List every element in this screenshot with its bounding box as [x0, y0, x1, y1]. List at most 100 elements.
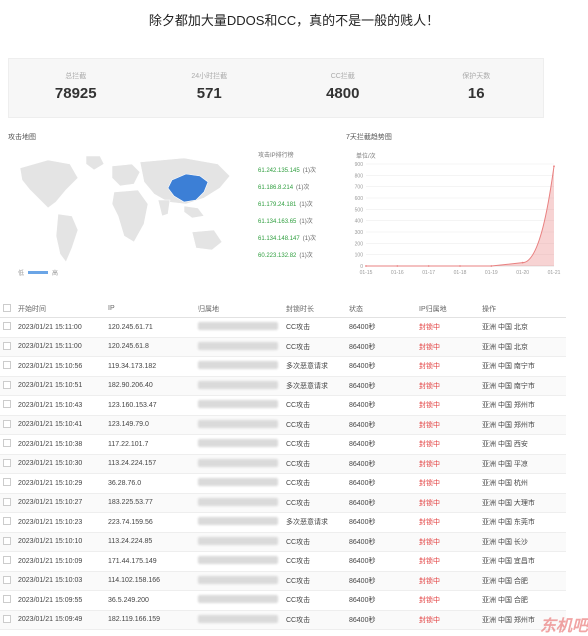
col-header-ip[interactable]: IP [108, 305, 115, 312]
row-redacted-area [198, 361, 286, 371]
row-time: 2023/01/21 15:10:09 [18, 557, 83, 565]
stat-value: 4800 [326, 85, 360, 102]
row-time: 2023/01/21 15:09:49 [18, 616, 83, 624]
data-point [490, 265, 493, 267]
y-tick-label: 500 [355, 207, 364, 213]
row-duration: 86400秒 [349, 538, 376, 546]
row-checkbox[interactable] [3, 478, 11, 487]
row-checkbox[interactable] [3, 575, 11, 584]
row-time: 2023/01/21 15:10:27 [18, 499, 83, 507]
row-status: 封锁中 [419, 519, 440, 527]
row-checkbox[interactable] [3, 419, 11, 428]
row-duration: 86400秒 [349, 402, 376, 410]
row-checkbox[interactable] [3, 439, 11, 448]
stat-value: 16 [467, 85, 485, 102]
block-log-table: 开始时间 IP 归属地 封锁时长 状态 IP归属地 操作 2023/01/21 … [0, 300, 566, 630]
table-row[interactable]: 2023/01/21 15:10:27 183.225.53.77 CC攻击 8640… [0, 493, 566, 513]
table-row[interactable]: 2023/01/21 15:10:09 171.44.175.149 CC攻击 864… [0, 552, 566, 572]
row-checkbox[interactable] [3, 322, 11, 331]
redacted-blur [198, 575, 278, 584]
table-row[interactable]: 2023/01/21 15:11:00 120.245.61.71 CC攻击 8640… [0, 318, 566, 338]
series-line [366, 166, 555, 267]
row-checkbox[interactable] [3, 341, 11, 350]
ip-list-item: 61.186.8.214 (1)次 [258, 182, 338, 199]
table-row[interactable]: 2023/01/21 15:09:49 182.119.166.159 CC攻击 86… [0, 610, 566, 630]
row-duration: 86400秒 [349, 363, 376, 371]
row-redacted-area [198, 556, 286, 566]
row-duration: 86400秒 [349, 577, 376, 585]
row-time: 2023/01/21 15:11:00 [18, 343, 82, 351]
row-checkbox[interactable] [3, 458, 11, 467]
select-all-checkbox[interactable] [3, 303, 11, 312]
row-select-cell [0, 380, 18, 391]
row-checkbox[interactable] [3, 380, 11, 389]
table-row[interactable]: 2023/01/21 15:10:29 36.28.76.0 CC攻击 86400秒 封… [0, 474, 566, 494]
data-point [459, 265, 461, 267]
map-greenland [85, 155, 105, 171]
redacted-blur [198, 341, 278, 350]
row-select-cell [0, 400, 18, 410]
row-select-cell [0, 497, 18, 508]
table-row[interactable]: 2023/01/21 15:11:00 120.245.61.8 CC攻击 86400… [0, 337, 566, 357]
row-checkbox[interactable] [3, 400, 11, 409]
row-redacted-area [198, 595, 286, 605]
row-time: 2023/01/21 15:10:38 [18, 440, 83, 448]
table-row[interactable]: 2023/01/21 15:10:30 113.24.224.157 CC攻击 864… [0, 454, 566, 474]
row-duration: 86400秒 [349, 597, 376, 605]
row-location: 亚洲 中国 南宁市 [482, 363, 535, 371]
ip-list-item: 61.134.163.65 (1)次 [258, 216, 338, 233]
row-location: 亚洲 中国 南宁市 [482, 382, 535, 390]
row-checkbox[interactable] [3, 614, 11, 623]
map-title: 攻击地图 [8, 134, 36, 141]
ip-list-title: 攻击IP排行榜 [258, 153, 294, 159]
table-row[interactable]: 2023/01/21 15:10:56 119.34.173.182 多次恶意请求 8… [0, 357, 566, 377]
row-select-cell [0, 439, 18, 449]
col-header-location[interactable]: 归属地 [198, 305, 219, 313]
row-select-cell [0, 322, 18, 332]
table-row[interactable]: 2023/01/21 15:10:38 117.22.101.7 CC攻击 86400… [0, 435, 566, 455]
row-redacted-area [198, 439, 286, 449]
stat-value: 78925 [54, 85, 97, 102]
row-checkbox[interactable] [3, 517, 11, 526]
data-point [396, 265, 399, 267]
row-ip: 36.5.249.200 [108, 596, 149, 604]
y-tick-label: 200 [355, 241, 364, 247]
stat-24h-blocked: 24小时拦截 571 [143, 59, 277, 117]
row-location: 亚洲 中国 西安 [482, 441, 528, 449]
row-location: 亚洲 中国 长沙 [482, 538, 528, 546]
col-header-action[interactable]: 操作 [482, 305, 496, 313]
row-time: 2023/01/21 15:10:03 [18, 577, 83, 585]
table-row[interactable]: 2023/01/21 15:10:03 114.102.158.166 CC攻击 86… [0, 571, 566, 591]
table-row[interactable]: 2023/01/21 15:09:55 36.5.249.200 CC攻击 86400… [0, 591, 566, 611]
x-tick-label: 01-20 [516, 270, 529, 276]
row-checkbox[interactable] [3, 536, 11, 545]
table-row[interactable]: 2023/01/21 15:10:43 123.160.153.47 CC攻击 864… [0, 396, 566, 416]
redacted-blur [198, 361, 278, 370]
row-status: 封锁中 [419, 382, 440, 390]
data-point [553, 165, 555, 168]
row-location: 亚洲 中国 东莞市 [482, 519, 535, 527]
row-redacted-area [198, 614, 286, 625]
row-checkbox[interactable] [3, 497, 11, 506]
row-duration: 86400秒 [349, 441, 376, 449]
row-redacted-area [198, 380, 286, 391]
col-header-duration[interactable]: 封锁时长 [286, 305, 314, 313]
ip-count: (1)次 [299, 202, 313, 208]
ip-address: 61.186.8.214 [258, 185, 294, 191]
col-header-ip-location[interactable]: IP归属地 [419, 305, 447, 313]
row-checkbox[interactable] [3, 361, 11, 370]
row-checkbox[interactable] [3, 556, 11, 565]
col-header-status[interactable]: 状态 [349, 305, 363, 313]
world-map [19, 155, 231, 263]
table-row[interactable]: 2023/01/21 15:10:41 123.149.79.0 CC攻击 86400… [0, 415, 566, 435]
row-location: 亚洲 中国 郑州市 [482, 421, 535, 429]
row-status: 封锁中 [419, 480, 440, 488]
col-header-time[interactable]: 开始时间 [18, 305, 46, 313]
table-row[interactable]: 2023/01/21 15:10:23 223.74.159.56 多次恶意请求 86… [0, 513, 566, 533]
table-row[interactable]: 2023/01/21 15:10:51 182.90.206.40 多次恶意请求 86… [0, 376, 566, 396]
map-southeast-asia [183, 205, 205, 219]
table-row[interactable]: 2023/01/21 15:10:10 113.24.224.85 CC攻击 8640… [0, 532, 566, 552]
row-ip: 123.160.153.47 [108, 401, 157, 409]
ip-list-item: 61.134.148.147 (1)次 [258, 233, 338, 250]
row-checkbox[interactable] [3, 595, 11, 604]
